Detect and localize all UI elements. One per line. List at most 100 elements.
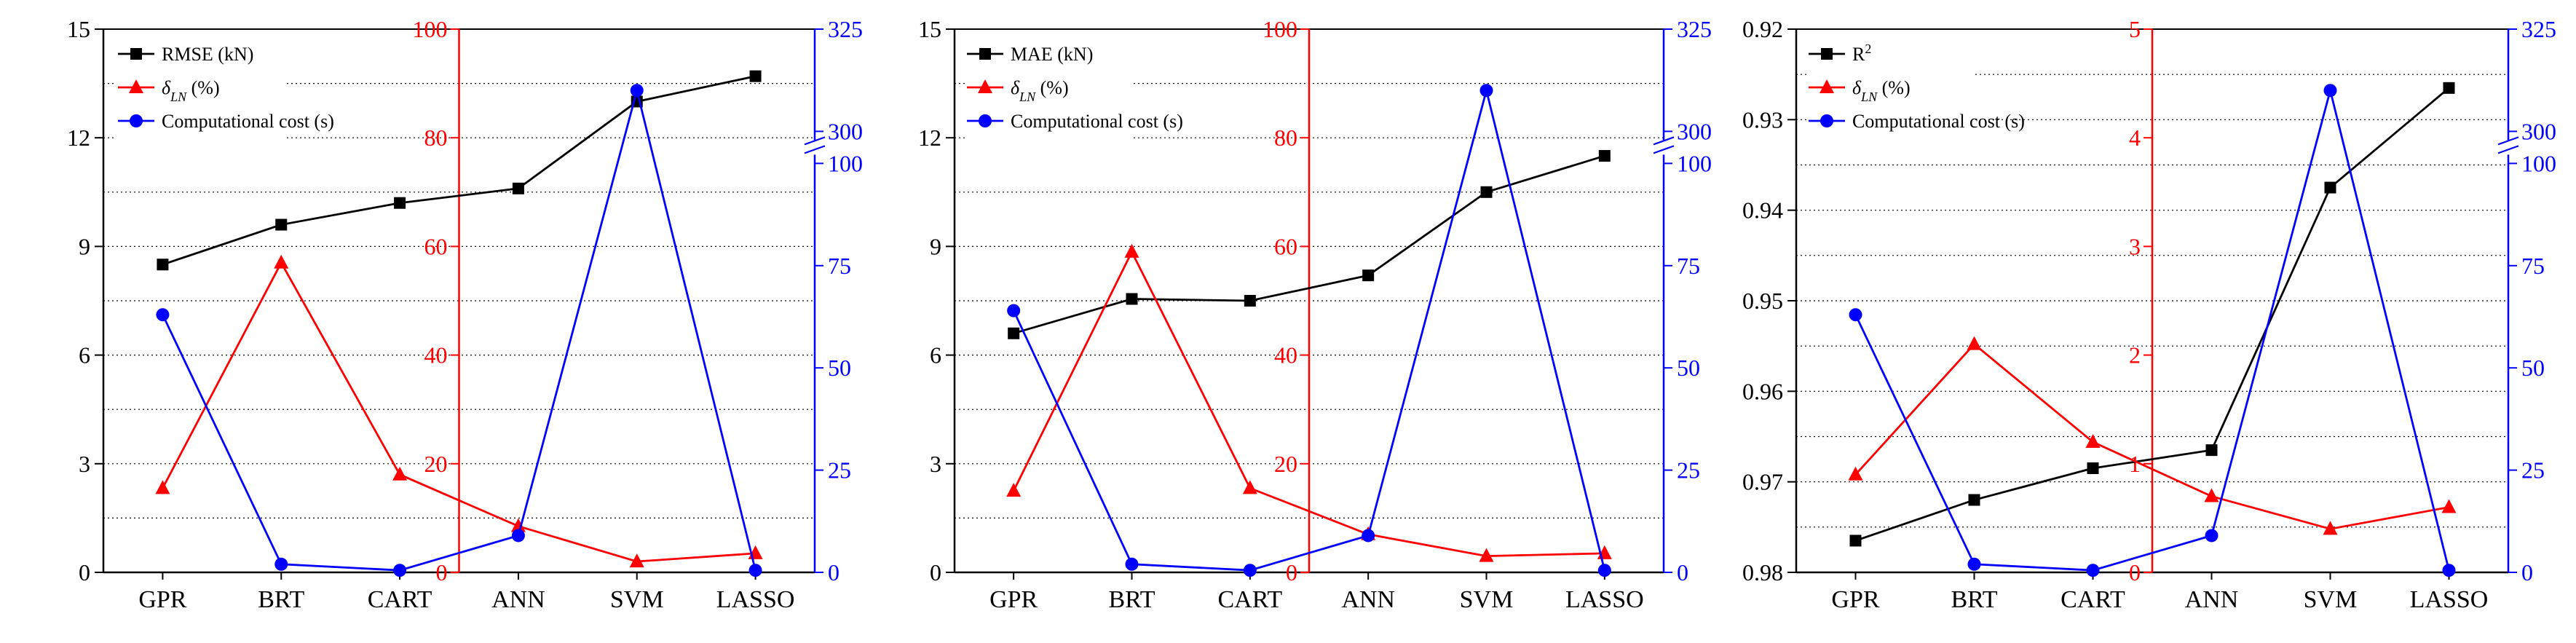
x-tick-label-ann: ANN [2185,586,2239,613]
red-tick-label: 80 [424,125,448,151]
left-tick-label: 0.96 [1742,378,1783,404]
legend: MAE (kN) δLN (%) Computational cost (s) [965,31,1183,138]
data-point [1008,327,1020,339]
legend-marker [978,79,992,93]
data-point [748,564,762,577]
data-point [274,557,288,571]
x-tick-label-lasso: LASSO [1565,586,1644,613]
red-tick-label: 100 [1263,16,1297,42]
blue-tick-label: 0 [828,559,839,585]
legend-marker [130,114,143,127]
blue-tick-label: 75 [1677,253,1700,279]
blue-tick-label: 75 [828,253,851,279]
axis-break-mark [804,136,826,154]
x-tick-label-lasso: LASSO [2410,586,2489,613]
data-point [1242,480,1257,494]
chart-panel-2: GPR BRT CART ANN SVM LASSO 0 3 6 9 12 15 0 20 40 60 80 10… [918,16,1712,613]
x-tick-label-ann: ANN [491,586,545,613]
data-point [393,564,407,577]
data-point [1479,548,1494,562]
data-point [1598,150,1611,162]
data-point [1968,494,1980,506]
data-point [630,84,644,98]
left-tick-label: 15 [918,16,941,42]
left-tick-label: 0.97 [1742,469,1783,495]
blue-tick-label: 50 [828,355,851,381]
x-tick-label-cart: CART [1218,586,1283,613]
data-point [1967,557,1981,571]
left-tick-label: 3 [930,451,941,477]
data-point [629,553,644,568]
series-line [162,75,756,266]
series-line [1013,154,1605,335]
red-tick-label: 4 [2129,125,2141,151]
x-tick-label-gpr: GPR [989,586,1038,613]
blue-tick-label: 100 [2521,150,2556,176]
left-tick-label: 15 [67,16,90,42]
legend: R2 δLN (%) Computational cost (s) [1807,31,2025,138]
red-tick-label: 40 [424,342,448,368]
data-point [2205,444,2218,457]
left-tick-label: 12 [67,125,90,151]
red-tick-label: 60 [424,233,448,259]
axis-break-mark [2497,136,2519,154]
data-point [1125,557,1139,571]
x-tick-label-svm: SVM [2304,586,2358,613]
series-line [1012,249,1605,558]
data-point [156,308,170,322]
data-point [512,182,524,194]
red-tick-label: 1 [2129,451,2141,477]
data-point [511,529,525,543]
red-tick-label: 100 [413,16,448,42]
left-tick-label: 0.98 [1742,559,1783,585]
x-tick-label-svm: SVM [1460,586,1514,613]
data-point [2323,84,2337,98]
data-point [1243,564,1257,577]
data-point [1480,186,1493,198]
blue-tick-label: 100 [1677,150,1712,176]
data-point [2323,521,2338,535]
x-tick-label-brt: BRT [258,586,304,613]
series-line [162,260,756,563]
series-line [1012,90,1606,572]
data-point [155,480,170,494]
red-tick-label: 80 [1274,125,1297,151]
data-point [392,466,408,481]
x-tick-label-cart: CART [368,586,432,613]
left-tick-label: 6 [930,342,941,368]
data-point [2085,433,2101,448]
left-tick-label: 12 [918,125,941,151]
data-point [2443,82,2455,94]
left-tick-label: 0.92 [1742,16,1783,42]
blue-tick-label: 325 [2521,16,2556,42]
red-tick-label: 20 [1274,451,1297,477]
data-point [1848,466,1863,481]
red-tick-label: 0 [2129,559,2141,585]
series-line [162,90,756,572]
blue-tick-label: 300 [828,118,863,144]
legend-label: Computational cost (s) [1852,111,2025,132]
blue-tick-label: 25 [1677,457,1700,484]
red-tick-label: 60 [1274,233,1297,259]
red-tick-label: 2 [2129,342,2141,368]
blue-tick-label: 0 [2521,559,2533,585]
data-point [1967,336,1982,350]
x-tick-label-svm: SVM [610,586,664,613]
left-tick-label: 9 [930,233,941,259]
blue-tick-label: 75 [2521,253,2545,279]
legend-marker [129,79,143,93]
red-tick-label: 0 [436,559,448,585]
red-tick-label: 20 [424,451,448,477]
data-point [2441,499,2457,513]
left-tick-label: 0.95 [1742,288,1783,314]
left-tick-label: 0.93 [1742,106,1783,133]
data-point [2086,564,2100,577]
data-point [1362,269,1375,282]
legend-label: Computational cost (s) [162,111,334,132]
blue-tick-label: 50 [1677,355,1700,381]
x-tick-label-gpr: GPR [138,586,186,613]
legend-marker [979,48,991,60]
data-point [1849,534,1862,547]
red-tick-label: 5 [2129,16,2141,42]
